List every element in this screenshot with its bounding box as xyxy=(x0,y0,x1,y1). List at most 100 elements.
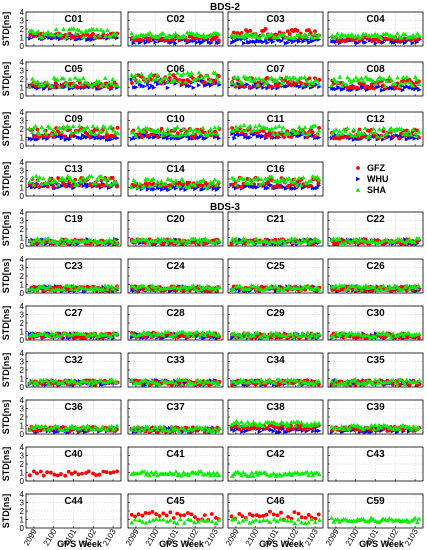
point-sha xyxy=(261,287,267,292)
point-gfz xyxy=(115,125,120,130)
point-sha xyxy=(60,381,66,386)
point-sha xyxy=(196,128,202,133)
point-sha xyxy=(65,173,71,179)
point-gfz xyxy=(393,86,398,90)
point-sha xyxy=(41,30,46,36)
point-sha xyxy=(67,76,73,81)
point-gfz xyxy=(159,126,164,131)
point-sha xyxy=(245,331,251,336)
point-sha xyxy=(86,27,92,33)
point-sha xyxy=(141,427,147,432)
point-gfz xyxy=(355,85,360,90)
point-sha xyxy=(363,74,369,79)
point-sha xyxy=(176,240,182,245)
point-sha xyxy=(63,35,69,40)
point-sha xyxy=(39,240,44,245)
point-sha xyxy=(273,124,278,130)
point-sha xyxy=(76,426,82,431)
point-sha xyxy=(167,71,172,76)
point-gfz xyxy=(263,134,268,139)
point-sha xyxy=(363,31,369,37)
point-sha xyxy=(261,77,266,82)
point-gfz xyxy=(109,133,114,138)
point-sha xyxy=(265,176,270,181)
point-sha xyxy=(335,285,341,290)
point-sha xyxy=(173,285,178,290)
point-sha xyxy=(55,77,60,82)
point-sha xyxy=(165,176,171,181)
point-sha xyxy=(58,236,64,241)
point-gfz xyxy=(213,129,217,134)
point-sha xyxy=(304,34,310,39)
point-sha xyxy=(177,183,182,189)
point-sha xyxy=(47,333,52,339)
point-sha xyxy=(92,34,98,39)
point-sha xyxy=(395,31,400,36)
point-sha xyxy=(274,78,280,83)
point-sha xyxy=(232,239,237,244)
y-tick-label: 1 xyxy=(20,183,25,192)
point-sha xyxy=(131,76,137,81)
point-sha xyxy=(389,334,394,340)
point-sha xyxy=(331,381,337,387)
point-sha xyxy=(32,425,37,431)
point-sha xyxy=(159,132,165,138)
point-sha xyxy=(243,334,249,339)
point-sha xyxy=(341,283,347,288)
point-sha xyxy=(133,428,139,433)
point-sha xyxy=(45,80,50,85)
point-gfz xyxy=(286,183,291,188)
point-sha xyxy=(133,239,138,244)
point-sha xyxy=(194,329,200,334)
point-sha xyxy=(207,426,212,431)
point-gfz xyxy=(73,335,78,340)
point-sha xyxy=(163,378,168,383)
point-sha xyxy=(392,283,398,288)
point-sha xyxy=(241,330,247,335)
point-sha xyxy=(57,333,62,338)
point-sha xyxy=(235,74,241,80)
y-tick-label: 4 xyxy=(20,58,25,67)
panel-c24: C24 xyxy=(127,258,224,294)
point-sha xyxy=(329,379,334,384)
point-sha xyxy=(347,381,353,386)
point-sha xyxy=(64,427,70,432)
y-tick-label: 2 xyxy=(20,366,25,375)
point-whu xyxy=(165,136,171,141)
panel-title: C20 xyxy=(166,214,185,225)
point-whu xyxy=(55,35,60,41)
point-sha xyxy=(83,426,89,431)
point-whu xyxy=(130,136,135,142)
point-sha xyxy=(39,124,45,130)
point-whu xyxy=(245,82,250,87)
point-sha xyxy=(410,83,415,88)
point-sha xyxy=(177,377,182,382)
point-sha xyxy=(379,134,384,139)
point-sha xyxy=(65,31,70,37)
panel-title: C23 xyxy=(64,261,83,272)
point-gfz xyxy=(202,80,207,85)
point-sha xyxy=(172,78,178,83)
point-gfz xyxy=(143,181,148,186)
point-whu xyxy=(407,135,412,141)
point-sha xyxy=(41,82,46,87)
point-whu xyxy=(293,186,299,191)
point-sha xyxy=(349,283,354,288)
point-sha xyxy=(286,283,292,288)
point-sha xyxy=(67,424,72,429)
point-sha xyxy=(147,287,152,292)
point-sha xyxy=(187,239,192,244)
panel-title: C13 xyxy=(64,164,83,175)
point-sha xyxy=(359,287,364,292)
point-sha xyxy=(249,422,254,427)
point-sha xyxy=(192,127,198,132)
point-sha xyxy=(131,130,137,135)
point-whu xyxy=(93,136,98,141)
point-sha xyxy=(110,180,116,185)
point-sha xyxy=(112,426,117,431)
point-gfz xyxy=(185,38,190,43)
point-sha xyxy=(251,283,256,288)
point-sha xyxy=(106,80,112,85)
point-sha xyxy=(59,129,65,134)
point-sha xyxy=(329,33,335,38)
